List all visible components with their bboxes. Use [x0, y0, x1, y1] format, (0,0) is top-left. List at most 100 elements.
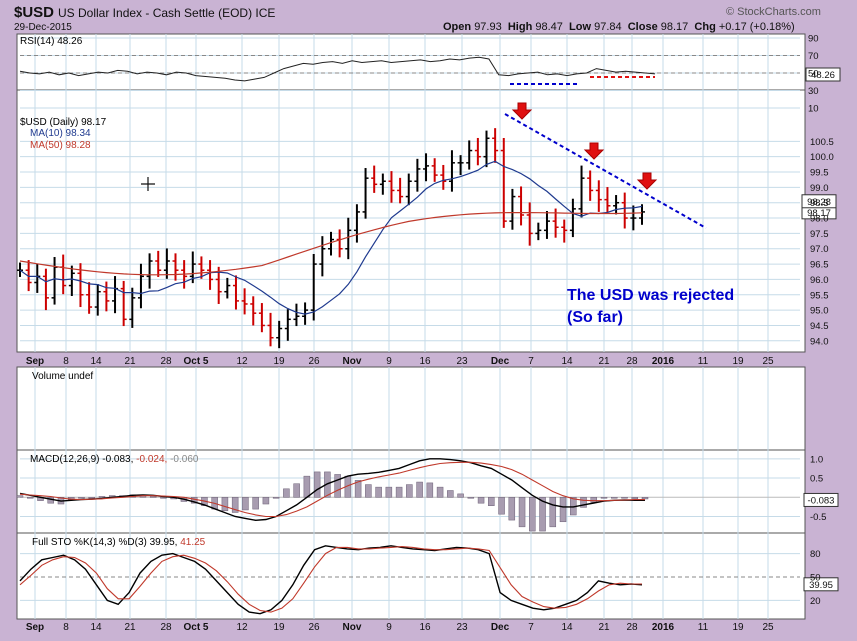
x-tick-label: 9	[386, 622, 392, 633]
ohlc-bar	[371, 165, 378, 193]
x-tick-label: Oct 5	[183, 356, 208, 367]
x-tick-label: 21	[598, 622, 610, 633]
price-tick: 95.5	[810, 290, 829, 301]
ohlc-bar	[250, 296, 257, 326]
macd-tick: 1.0	[810, 454, 823, 465]
stochastic-series: 39.95	[19, 545, 839, 615]
price-tick: 94.0	[810, 336, 829, 347]
x-tick-label: 28	[160, 622, 172, 633]
rsi-tick: 90	[808, 34, 819, 45]
macd-histogram-bar	[231, 497, 239, 513]
ohlc-bar	[639, 204, 645, 225]
x-tick-label: 21	[124, 356, 136, 367]
macd-histogram-bar	[313, 471, 321, 498]
price-tick: 98.5	[810, 198, 829, 209]
sto-tick: 80	[810, 549, 821, 560]
macd-histogram-bar	[621, 497, 628, 499]
ohlc-bar	[397, 177, 404, 204]
ohlc-bar	[405, 173, 412, 206]
macd-line	[19, 458, 645, 522]
macd-histogram-bar	[447, 490, 454, 498]
price-tick: 97.5	[810, 229, 829, 240]
ma-value-tag-box	[801, 194, 837, 209]
rsi-tick: 30	[808, 86, 819, 97]
red-arrow-icon	[636, 172, 658, 190]
rsi-line	[19, 56, 656, 82]
price-tick: 98.0	[810, 214, 829, 225]
price-tick: 99.0	[810, 183, 829, 194]
price-tick: 96.0	[810, 275, 829, 286]
macd-histogram-bar	[252, 497, 259, 510]
x-tick-label: 14	[90, 622, 102, 633]
macd-tick: -0.5	[810, 512, 826, 523]
red-arrow-icon	[511, 102, 533, 120]
high-value: 98.47	[535, 21, 563, 33]
rsi-value-tag-label: 48.26	[811, 70, 835, 81]
x-tick-label: 7	[528, 622, 534, 633]
macd-histogram-bar	[221, 497, 229, 512]
x-tick-label: 8	[63, 622, 69, 633]
x-tick-label: 11	[698, 356, 709, 367]
x-tick-label: 11	[698, 622, 709, 633]
x-tick-label: 2016	[652, 356, 675, 367]
ohlc-bar	[267, 312, 274, 347]
x-tick-label: 14	[561, 356, 573, 367]
macd-histogram-bar	[488, 497, 495, 506]
macd-value-tag-box	[803, 492, 839, 507]
ohlc-bar	[466, 140, 473, 170]
price-tick: 94.5	[810, 321, 829, 332]
x-tick-label: 2016	[652, 622, 675, 633]
x-tick-label: 19	[732, 356, 744, 367]
ohlc-bar	[137, 263, 144, 309]
x-tick-label: 21	[598, 356, 610, 367]
ohlc-bar	[68, 265, 75, 296]
rsi-value-tag: 48.26	[805, 67, 841, 82]
macd-histogram-bar	[303, 475, 311, 498]
x-tick-label: 16	[419, 622, 431, 633]
ohlc-bar	[457, 155, 464, 176]
ohlc-bar	[379, 173, 386, 195]
price-tick: 100.5	[810, 137, 834, 148]
ohlc-bar	[509, 188, 516, 230]
ma10-line	[19, 160, 643, 315]
ohlc-bar	[42, 268, 49, 311]
ohlc-bar	[604, 187, 611, 213]
macd-histogram-bar	[631, 497, 639, 500]
ohlc-bar	[526, 202, 533, 246]
resistance-trendline	[504, 113, 707, 229]
axis-ticks: Sep Sep 8 8 14 14 21 21 28 28 Oct 5 Oct 5 12 12 19 19 26…	[26, 34, 834, 634]
ohlc-bar	[146, 253, 153, 289]
macd-histogram-bar	[590, 497, 598, 503]
x-tick-label: 26	[308, 622, 320, 633]
macd-histogram-bar	[498, 497, 505, 515]
low-label: Low	[569, 21, 592, 33]
ohlc-bar	[613, 195, 620, 215]
price-tick: 95.0	[810, 306, 829, 317]
index-name: US Dollar Index - Cash Settle (EOD) ICE	[58, 6, 275, 20]
close-value: 98.17	[660, 21, 689, 33]
ohlc-bar	[483, 130, 490, 168]
macd-value-tag: -0.083	[803, 492, 839, 507]
x-tick-label: 9	[386, 356, 392, 367]
x-tick-label: 8	[63, 356, 69, 367]
rsi-tick: 50	[808, 69, 819, 80]
x-tick-label: 23	[456, 622, 468, 633]
ohlc-bar	[353, 204, 360, 243]
macd-histogram-bar	[385, 486, 393, 498]
x-tick-label: 26	[308, 356, 320, 367]
chg-label: Chg	[694, 21, 716, 33]
macd-histogram-bar	[416, 481, 423, 498]
ohlc-bar	[362, 168, 369, 219]
sto-value-tag: 39.95	[803, 577, 839, 592]
ohlc-bar	[474, 137, 481, 166]
ohlc-bar	[94, 284, 101, 316]
annotation-line-1: The USD was rejected	[567, 287, 734, 304]
sto-tick: 50	[810, 573, 821, 584]
ohlc-bar	[189, 251, 196, 284]
macd-histogram-bar	[457, 493, 464, 498]
ma10-legend: MA(10) 98.34	[30, 128, 91, 139]
x-tick-label: 28	[626, 356, 638, 367]
